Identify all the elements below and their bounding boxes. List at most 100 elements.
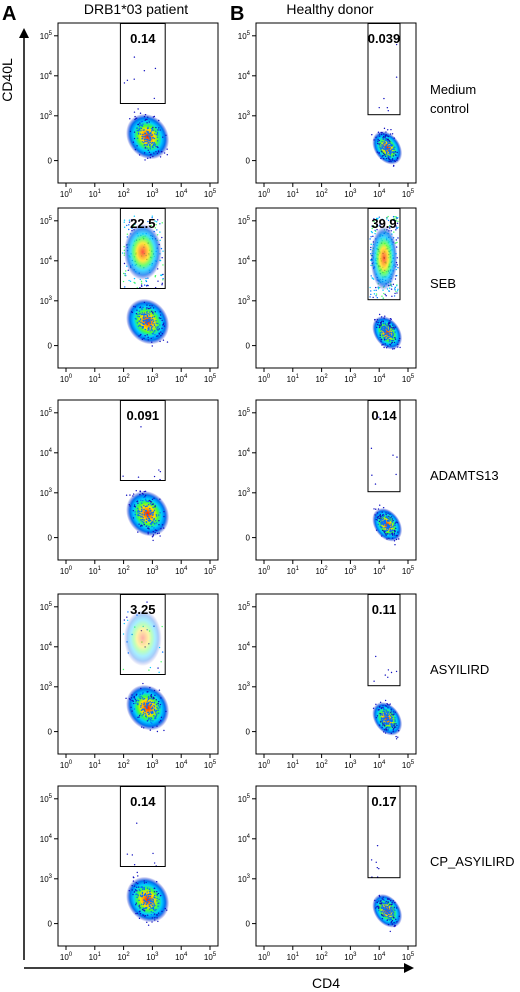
event-dot — [385, 530, 387, 533]
event-dot — [143, 337, 145, 340]
event-dot — [156, 229, 158, 231]
event-dot — [162, 279, 164, 281]
event-dot — [393, 137, 395, 139]
event-dot — [397, 237, 399, 239]
event-dot — [159, 707, 161, 709]
event-dot — [145, 716, 148, 718]
event-dot — [395, 726, 397, 728]
event-dot — [152, 322, 154, 324]
gate-box — [119, 208, 166, 289]
gate-percentage-label: 0.17 — [371, 794, 396, 809]
event-dot — [142, 517, 144, 519]
event-dot — [149, 311, 151, 313]
event-dot — [378, 867, 380, 870]
event-dot — [151, 917, 154, 919]
event-dot — [384, 293, 386, 296]
event-dot — [377, 138, 379, 141]
event-dot — [148, 717, 151, 720]
event-dot — [122, 633, 125, 635]
event-dot — [392, 911, 395, 913]
event-dot — [166, 148, 168, 150]
event-dot — [153, 522, 155, 525]
event-dot — [144, 313, 146, 316]
event-dot — [383, 530, 385, 532]
event-dot — [387, 345, 389, 347]
event-dot — [133, 697, 136, 699]
event-dot — [391, 537, 394, 539]
event-dot — [158, 127, 160, 129]
event-dot — [387, 138, 389, 141]
event-dot — [151, 522, 153, 524]
event-dot — [163, 729, 165, 732]
gate-percentage-label: 0.14 — [130, 31, 156, 46]
event-dot — [163, 325, 166, 327]
event-dot — [156, 132, 159, 135]
event-dot — [129, 280, 132, 283]
event-dot — [382, 707, 384, 709]
gate-box — [367, 23, 401, 116]
event-dot — [150, 721, 152, 723]
event-dot — [152, 905, 154, 907]
event-dot — [155, 703, 158, 706]
event-dot — [162, 250, 164, 252]
event-dot — [389, 726, 391, 728]
event-dot — [134, 514, 137, 516]
event-dot — [151, 319, 153, 322]
event-dot — [375, 703, 377, 706]
event-dot — [391, 534, 394, 536]
event-dot — [391, 716, 393, 719]
event-dot — [156, 900, 158, 902]
event-dot — [383, 531, 386, 534]
event-dot — [394, 925, 397, 927]
event-dot — [380, 222, 382, 225]
x-tick-label: 104 — [373, 760, 386, 770]
event-dot — [387, 911, 389, 913]
event-dot — [145, 706, 148, 708]
event-dot — [154, 529, 157, 531]
event-dot — [161, 150, 163, 153]
event-dot — [139, 318, 142, 320]
event-dot — [137, 313, 139, 316]
event-dot — [153, 894, 156, 897]
event-dot — [157, 707, 159, 710]
event-dot — [383, 127, 386, 130]
event-dot — [378, 520, 381, 523]
event-dot — [379, 895, 381, 898]
event-dot — [146, 921, 148, 924]
event-dot — [383, 713, 385, 715]
event-dot — [127, 611, 129, 613]
event-dot — [396, 151, 398, 154]
event-dot — [144, 132, 147, 134]
y-tick-label: 0 — [246, 728, 251, 737]
event-dot — [138, 220, 140, 222]
event-dot — [143, 514, 145, 516]
event-dot — [388, 722, 390, 724]
event-dot — [385, 916, 387, 918]
event-dot — [139, 525, 142, 527]
y-tick-label: 0 — [48, 920, 53, 929]
event-dot — [387, 726, 389, 728]
y-axis-label: CD40L — [0, 58, 15, 102]
event-dot — [392, 324, 394, 326]
event-dot — [384, 524, 387, 526]
event-dot — [395, 723, 397, 725]
event-dot — [140, 127, 143, 130]
event-dot — [156, 917, 158, 919]
event-dot — [146, 524, 148, 527]
event-dot — [148, 121, 150, 123]
event-dot — [148, 890, 151, 893]
event-dot — [381, 904, 384, 907]
event-dot — [390, 722, 393, 725]
event-dot — [396, 241, 398, 244]
event-dot — [383, 292, 385, 295]
event-dot — [147, 696, 150, 698]
event-dot — [388, 287, 391, 289]
event-dot — [388, 290, 391, 292]
event-dot — [147, 284, 149, 287]
event-dot — [150, 907, 152, 909]
event-dot — [388, 912, 390, 914]
event-dot — [387, 914, 390, 917]
event-dot — [370, 275, 372, 277]
event-dot — [395, 219, 397, 221]
event-dot — [390, 149, 392, 152]
